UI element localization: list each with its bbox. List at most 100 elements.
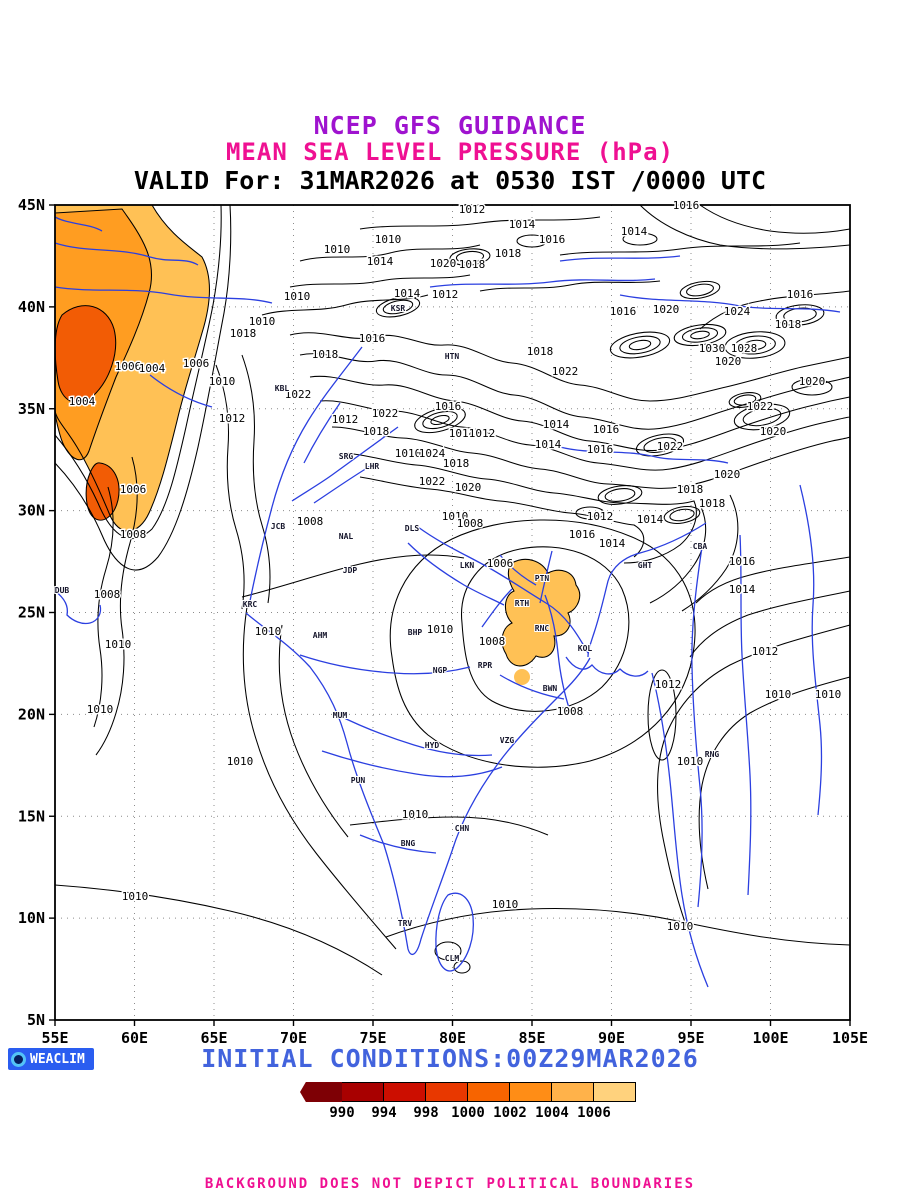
svg-text:KSR: KSR [391, 304, 406, 313]
svg-text:1020: 1020 [653, 303, 680, 316]
svg-text:PTN: PTN [535, 574, 550, 583]
svg-text:PUN: PUN [351, 776, 366, 785]
svg-text:BHP: BHP [408, 628, 423, 637]
colorbar-segment [426, 1082, 468, 1102]
svg-text:1010: 1010 [227, 755, 254, 768]
weaclim-badge[interactable]: WEACLIM [8, 1048, 94, 1070]
svg-text:1018: 1018 [312, 348, 339, 361]
svg-text:1010: 1010 [249, 315, 276, 328]
svg-text:RNG: RNG [705, 750, 720, 759]
svg-text:1016: 1016 [435, 400, 462, 413]
svg-text:80E: 80E [439, 1029, 466, 1047]
svg-text:15N: 15N [18, 807, 45, 825]
svg-text:1012: 1012 [752, 645, 779, 658]
axis-tick-labels: 55E 60E 65E 70E 75E 80E 85E 90E 95E 100E 105E 45N 40… [18, 196, 868, 1047]
svg-text:1016: 1016 [539, 233, 566, 246]
svg-text:1006: 1006 [120, 483, 147, 496]
svg-text:BWN: BWN [543, 684, 558, 693]
svg-text:1020: 1020 [455, 481, 482, 494]
svg-text:1012: 1012 [219, 412, 246, 425]
svg-text:95E: 95E [677, 1029, 704, 1047]
model-title: NCEP GFS GUIDANCE [313, 111, 587, 140]
svg-text:1020: 1020 [760, 425, 787, 438]
weaclim-logo-icon [11, 1051, 26, 1067]
svg-text:1012: 1012 [469, 427, 496, 440]
svg-text:75E: 75E [359, 1029, 386, 1047]
rivers-and-coastlines [54, 216, 841, 988]
colorbar-value-labels: 990 994 998 1000 1002 1004 1006 [300, 1105, 636, 1123]
svg-text:1014: 1014 [449, 427, 476, 440]
svg-text:CLM: CLM [445, 954, 460, 963]
weaclim-logo-text: WEACLIM [30, 1051, 85, 1067]
svg-text:1006: 1006 [183, 357, 210, 370]
svg-text:1010: 1010 [375, 233, 402, 246]
svg-text:1016: 1016 [587, 443, 614, 456]
svg-text:1018: 1018 [527, 345, 554, 358]
svg-text:65E: 65E [200, 1029, 227, 1047]
svg-text:1010: 1010 [765, 688, 792, 701]
svg-text:1010: 1010 [492, 898, 519, 911]
svg-text:1018: 1018 [230, 327, 257, 340]
field-title: MEAN SEA LEVEL PRESSURE (hPa) [225, 138, 675, 166]
svg-text:1018: 1018 [443, 457, 470, 470]
svg-text:1018: 1018 [699, 497, 726, 510]
valid-time-title: VALID For: 31MAR2026 at 0530 IST /0000 U… [133, 166, 767, 195]
svg-text:JDP: JDP [343, 566, 358, 575]
svg-text:1006: 1006 [115, 360, 142, 373]
svg-text:1010: 1010 [122, 890, 149, 903]
svg-text:40N: 40N [18, 298, 45, 316]
svg-text:5N: 5N [27, 1011, 45, 1029]
svg-text:1010: 1010 [395, 447, 422, 460]
svg-text:1012: 1012 [459, 203, 486, 216]
svg-text:1010: 1010 [667, 920, 694, 933]
svg-text:90E: 90E [598, 1029, 625, 1047]
svg-text:HTN: HTN [445, 352, 460, 361]
svg-text:1010: 1010 [105, 638, 132, 651]
svg-text:1016: 1016 [593, 423, 620, 436]
svg-text:70E: 70E [280, 1029, 307, 1047]
svg-text:1010: 1010 [402, 808, 429, 821]
closed-high-contours [375, 232, 833, 525]
svg-text:1022: 1022 [747, 400, 774, 413]
svg-text:1020: 1020 [799, 375, 826, 388]
svg-text:1020: 1020 [714, 468, 741, 481]
svg-text:RTH: RTH [515, 599, 530, 608]
svg-text:CHN: CHN [455, 824, 470, 833]
svg-text:1014: 1014 [394, 287, 421, 300]
colorbar-value: 1006 [577, 1105, 611, 1121]
svg-text:CBA: CBA [693, 542, 708, 551]
svg-text:1008: 1008 [457, 517, 484, 530]
svg-text:1014: 1014 [535, 438, 562, 451]
svg-text:1008: 1008 [94, 588, 121, 601]
svg-text:1014: 1014 [367, 255, 394, 268]
svg-text:1004: 1004 [139, 362, 166, 375]
svg-text:1018: 1018 [677, 483, 704, 496]
svg-text:RPR: RPR [478, 661, 493, 670]
colorbar-value: 1004 [535, 1105, 569, 1121]
colorbar-value: 994 [371, 1105, 397, 1121]
svg-text:1012: 1012 [432, 288, 459, 301]
svg-text:20N: 20N [18, 705, 45, 723]
svg-text:DUB: DUB [55, 586, 70, 595]
svg-text:1008: 1008 [479, 635, 506, 648]
boundaries-disclaimer: BACKGROUND DOES NOT DEPICT POLITICAL BOU… [204, 1176, 696, 1192]
colorbar-segment [342, 1082, 384, 1102]
svg-text:1020: 1020 [430, 257, 457, 270]
svg-text:100E: 100E [752, 1029, 788, 1047]
svg-text:85E: 85E [518, 1029, 545, 1047]
svg-text:1012: 1012 [655, 678, 682, 691]
title-block: NCEP GFS GUIDANCE MEAN SEA LEVEL PRESSUR… [0, 112, 900, 196]
colorbar-segment [300, 1082, 342, 1102]
svg-text:1008: 1008 [557, 705, 584, 718]
svg-text:KBL: KBL [275, 384, 290, 393]
svg-text:1016: 1016 [673, 199, 700, 212]
svg-text:MUM: MUM [333, 711, 348, 720]
colorbar-value: 1002 [493, 1105, 527, 1121]
svg-text:1016: 1016 [729, 555, 756, 568]
svg-text:55E: 55E [41, 1029, 68, 1047]
svg-text:1010: 1010 [324, 243, 351, 256]
colorbar-segment [468, 1082, 510, 1102]
svg-text:BNG: BNG [401, 839, 416, 848]
svg-text:KRC: KRC [243, 600, 258, 609]
